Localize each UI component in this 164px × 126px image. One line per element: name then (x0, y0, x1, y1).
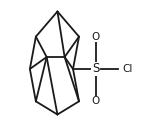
Text: Cl: Cl (123, 64, 133, 74)
Text: O: O (92, 32, 100, 42)
Text: S: S (92, 62, 100, 75)
Text: O: O (92, 96, 100, 106)
